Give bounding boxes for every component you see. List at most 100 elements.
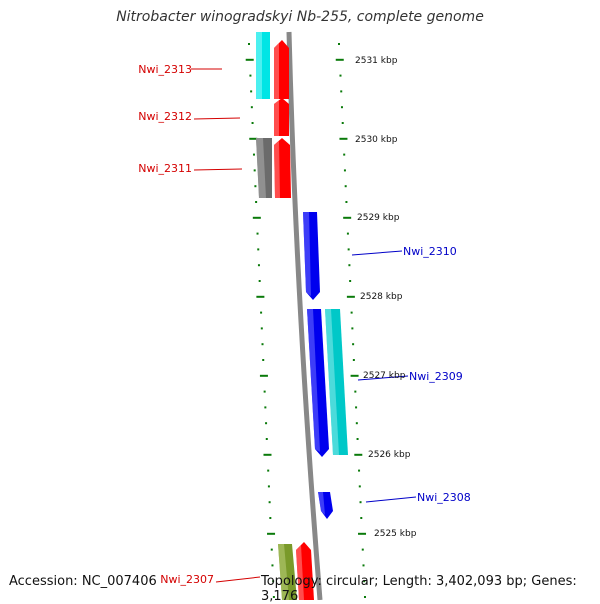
- minor-tick: [265, 422, 268, 425]
- minor-tick: [362, 564, 365, 567]
- minor-tick: [257, 248, 260, 251]
- minor-tick: [343, 169, 346, 172]
- minor-tick: [358, 469, 361, 472]
- gene-Nwi_2310: [303, 212, 320, 300]
- minor-tick: [267, 469, 270, 472]
- kbp-label-2526: 2526 kbp: [368, 450, 411, 460]
- minor-tick: [355, 406, 358, 409]
- major-tick: [358, 532, 367, 535]
- minor-tick: [260, 327, 263, 330]
- feature-cyan: [256, 32, 270, 99]
- minor-tick: [253, 169, 256, 172]
- gene-label-Nwi_2308: Nwi_2308: [417, 491, 471, 504]
- minor-tick: [261, 343, 264, 346]
- minor-tick: [269, 517, 272, 519]
- gene-label-Nwi_2309: Nwi_2309: [409, 370, 463, 383]
- minor-tick: [359, 501, 362, 504]
- minor-tick: [272, 596, 275, 598]
- major-tick: [339, 137, 348, 140]
- major-tick: [249, 137, 258, 140]
- minor-tick: [340, 106, 343, 109]
- gene-label-Nwi_2311: Nwi_2311: [138, 162, 192, 175]
- minor-tick: [348, 264, 351, 267]
- major-tick: [335, 58, 344, 61]
- minor-tick: [354, 390, 357, 393]
- minor-tick: [352, 359, 355, 361]
- minor-tick: [264, 406, 267, 409]
- minor-tick: [351, 327, 354, 330]
- gene-Nwi_2313: [274, 40, 289, 99]
- minor-tick: [347, 248, 350, 251]
- minor-tick: [256, 232, 259, 235]
- major-tick: [267, 532, 276, 535]
- minor-tick: [358, 485, 361, 488]
- kbp-label-2527: 2527 kbp: [363, 371, 406, 381]
- tick-marks-left: [245, 43, 276, 598]
- minor-tick: [265, 438, 268, 440]
- minor-tick: [355, 422, 358, 425]
- label-connectors: [191, 68, 417, 583]
- minor-tick: [260, 311, 263, 314]
- minor-tick: [363, 596, 366, 598]
- major-tick: [354, 453, 363, 456]
- gene-Nwi_2309: [307, 309, 329, 457]
- major-tick: [256, 295, 265, 298]
- minor-tick: [360, 517, 363, 519]
- minor-tick: [340, 90, 343, 93]
- minor-tick: [257, 264, 260, 267]
- minor-tick: [263, 390, 266, 393]
- minor-tick: [350, 311, 353, 314]
- minor-tick: [268, 501, 271, 504]
- map-title: Nitrobacter winogradskyi Nb-255, complet…: [116, 9, 484, 25]
- gene-label-Nwi_2312: Nwi_2312: [138, 110, 192, 123]
- gene-Nwi_2312: [274, 98, 289, 136]
- minor-tick: [250, 106, 253, 109]
- minor-tick: [255, 201, 258, 203]
- feature-grey: [256, 138, 272, 198]
- kbp-label-2529: 2529 kbp: [357, 213, 400, 223]
- gene-Nwi_2311: [274, 138, 291, 198]
- minor-tick: [341, 122, 344, 124]
- minor-tick: [252, 153, 255, 156]
- gene-label-Nwi_2310: Nwi_2310: [403, 245, 457, 258]
- accession-text: Accession: NC_007406: [9, 574, 157, 589]
- gene-Nwi_2307: [296, 542, 314, 600]
- kbp-label-2530: 2530 kbp: [355, 135, 398, 145]
- minor-tick: [270, 548, 273, 551]
- kbp-label-2528: 2528 kbp: [360, 292, 403, 302]
- feature-teal: [325, 309, 348, 455]
- minor-tick: [258, 280, 261, 282]
- minor-tick: [344, 185, 347, 188]
- minor-tick: [339, 74, 342, 77]
- minor-tick: [361, 548, 364, 551]
- major-tick: [263, 453, 272, 456]
- genome-backbone: [286, 31, 323, 600]
- minor-tick: [249, 74, 252, 77]
- kbp-label-2531: 2531 kbp: [355, 56, 398, 66]
- gene-label-Nwi_2313: Nwi_2313: [138, 63, 192, 76]
- minor-tick: [356, 438, 359, 440]
- minor-tick: [363, 580, 366, 583]
- minor-tick: [352, 343, 355, 346]
- minor-tick: [271, 564, 274, 567]
- minor-tick: [272, 580, 275, 583]
- tick-marks-right: [335, 43, 367, 598]
- minor-tick: [248, 43, 250, 45]
- minor-tick: [343, 153, 346, 156]
- minor-tick: [338, 43, 340, 45]
- minor-tick: [345, 201, 348, 203]
- major-tick: [252, 216, 261, 219]
- minor-tick: [346, 232, 349, 235]
- minor-tick: [254, 185, 257, 188]
- major-tick: [346, 295, 355, 298]
- minor-tick: [349, 280, 352, 282]
- gene-Nwi_2308: [318, 492, 333, 519]
- major-tick: [245, 58, 254, 61]
- minor-tick: [262, 359, 265, 361]
- gene-label-Nwi_2307: Nwi_2307: [160, 573, 214, 586]
- major-tick: [259, 374, 268, 377]
- major-tick: [350, 374, 359, 377]
- major-tick: [343, 216, 352, 219]
